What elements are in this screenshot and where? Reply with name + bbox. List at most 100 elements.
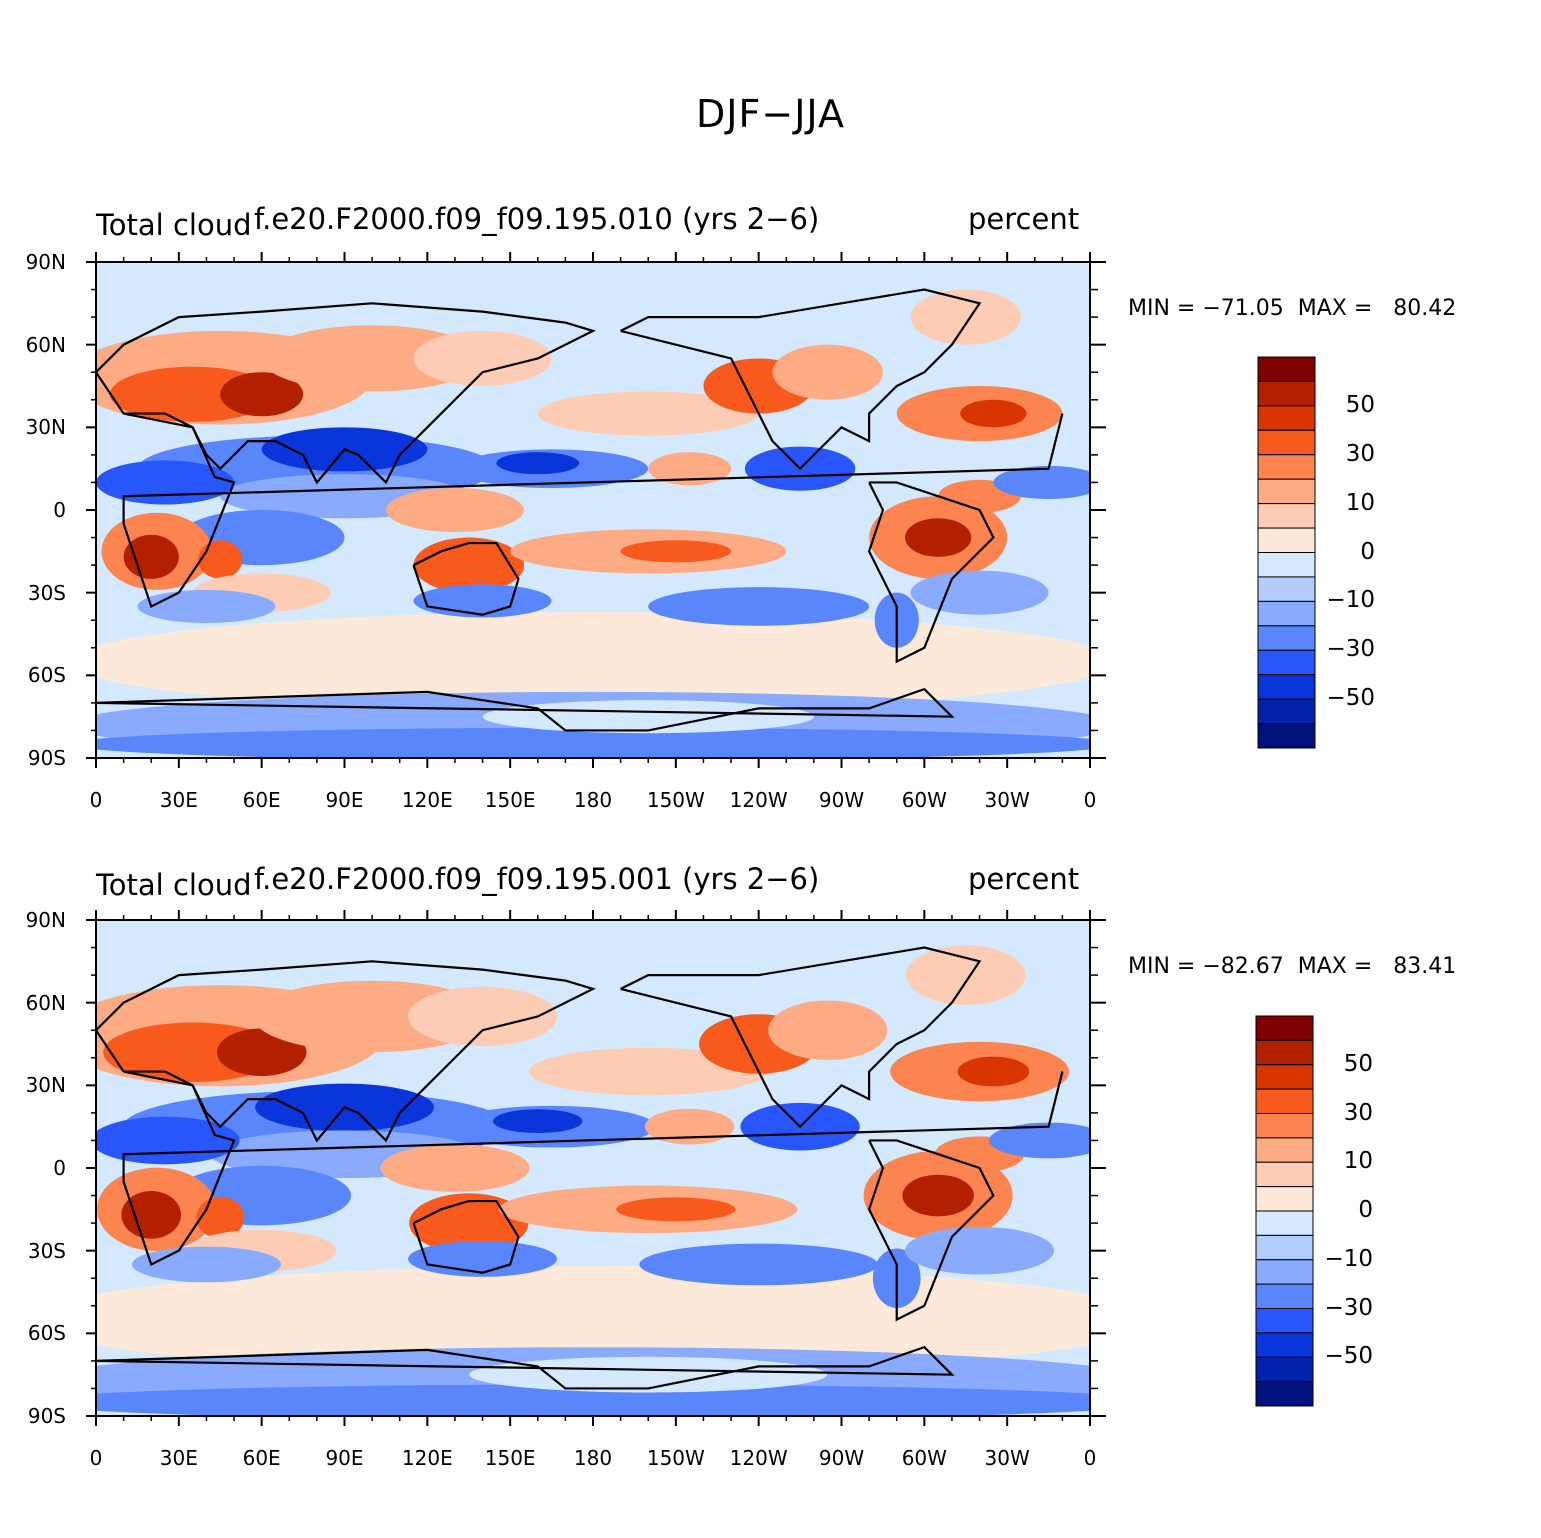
contour-patch	[496, 452, 580, 475]
contour-patch	[482, 700, 814, 734]
lat-label: 30N	[25, 1073, 66, 1098]
colorbar-box	[1257, 649, 1316, 676]
contour-patch	[96, 611, 1090, 712]
lat-label: 30N	[25, 415, 66, 440]
contour-patch	[648, 587, 870, 626]
lon-label: 60E	[242, 788, 281, 812]
contour-patch	[537, 391, 759, 436]
colorbar-box	[1255, 1113, 1314, 1139]
contour-patch	[906, 945, 1026, 1005]
contour-patch	[957, 1056, 1030, 1087]
lat-label: 0	[53, 1156, 66, 1180]
coastline	[620, 288, 982, 471]
lon-label: 60E	[242, 1446, 281, 1470]
contour-patch	[639, 1243, 878, 1286]
contour-patch	[123, 534, 179, 579]
colorbar-box	[1257, 600, 1316, 627]
lon-label: 0	[89, 788, 103, 812]
colorbar-label: 10	[1345, 489, 1375, 516]
lon-label: 30E	[159, 788, 198, 812]
contour-patch	[131, 1246, 281, 1283]
colorbar-box	[1255, 1259, 1314, 1285]
min-max-label: MIN = −71.05 MAX = 80.42	[1128, 296, 1457, 321]
colorbar-label: −30	[1326, 636, 1375, 663]
lon-label: 150W	[646, 788, 705, 812]
colorbar-box	[1257, 625, 1316, 651]
contour-patch	[905, 1226, 1055, 1275]
contour-patch	[902, 1174, 974, 1217]
lon-label: 0	[1083, 788, 1097, 812]
lat-label: 30S	[27, 580, 66, 605]
contour-patch	[772, 344, 883, 400]
lon-label: 120W	[729, 788, 788, 812]
lon-label: 90E	[325, 788, 364, 812]
panel-left-string: Total cloud	[96, 208, 252, 242]
panel-case-string: f.e20.F2000.f09_f09.195.001 (yrs 2−6)	[254, 862, 820, 896]
contour-patch	[648, 452, 732, 486]
contour-patch	[96, 460, 235, 505]
panel-case-string: f.e20.F2000.f09_f09.195.010 (yrs 2−6)	[254, 202, 820, 236]
colorbar-box	[1257, 380, 1316, 407]
lat-label: 90S	[27, 746, 66, 770]
map-panel-2	[86, 910, 1314, 1426]
lon-label: 0	[1083, 1446, 1097, 1470]
contour-patch	[413, 330, 552, 387]
colorbar-label: −50	[1324, 1343, 1373, 1370]
colorbar-box	[1255, 1332, 1314, 1358]
contour-patch	[137, 589, 276, 623]
contour-patch	[385, 487, 524, 533]
contour-patch	[910, 570, 1049, 615]
colorbar-box	[1255, 1308, 1314, 1334]
colorbar-box	[1257, 478, 1316, 505]
colorbar-box	[1257, 503, 1316, 529]
panel-units-string: percent	[968, 202, 1080, 236]
contour-patch	[988, 1122, 1090, 1159]
contour-patch	[408, 1241, 558, 1277]
colorbar-box	[1255, 1015, 1314, 1041]
contour-patch	[380, 1144, 530, 1192]
contour-patch	[528, 1047, 768, 1096]
contour-patch	[616, 1197, 736, 1222]
contour-field	[96, 262, 1090, 758]
coastline	[96, 1345, 955, 1390]
min-max-label: MIN = −82.67 MAX = 83.41	[1128, 954, 1457, 979]
colorbar-label: −30	[1324, 1294, 1373, 1321]
colorbar-box	[1257, 527, 1316, 553]
contour-patch	[469, 1356, 828, 1393]
contour-patch	[768, 1000, 888, 1060]
lon-label: 60W	[901, 788, 947, 812]
coastline	[96, 302, 596, 485]
coastline	[867, 1139, 995, 1322]
contour-patch	[198, 540, 243, 579]
lon-label: 150E	[484, 788, 536, 812]
colorbar-box	[1255, 1039, 1314, 1066]
colorbar-label: 30	[1343, 1099, 1373, 1126]
lon-label: 90W	[818, 1446, 865, 1470]
colorbar-label: −10	[1326, 587, 1375, 614]
colorbar-label: −50	[1326, 685, 1375, 712]
colorbar-box	[1257, 576, 1316, 602]
contour-patch	[409, 1193, 529, 1253]
lat-label: 60N	[25, 990, 66, 1015]
colorbar-label: 0	[1358, 1197, 1373, 1223]
colorbar-box	[1257, 698, 1316, 725]
contour-patch	[96, 920, 1090, 984]
contour-patch	[96, 727, 1090, 758]
lon-label: 180	[573, 1446, 613, 1470]
coastline	[96, 687, 955, 732]
map-panel-1	[86, 252, 1316, 768]
lon-label: 90E	[325, 1446, 364, 1470]
colorbar-label: 50	[1343, 1050, 1373, 1077]
coastline	[867, 481, 995, 664]
contour-patch	[493, 1109, 583, 1134]
colorbar-box	[1255, 1064, 1314, 1090]
colorbar-box	[1257, 429, 1316, 456]
coastline	[412, 1199, 520, 1274]
lat-label: 90N	[25, 908, 66, 932]
lat-label: 60S	[27, 1321, 66, 1346]
colorbar-label: 30	[1345, 440, 1375, 467]
coastline	[122, 412, 1064, 608]
contour-patch	[220, 372, 304, 417]
lon-label: 30W	[984, 788, 1030, 812]
